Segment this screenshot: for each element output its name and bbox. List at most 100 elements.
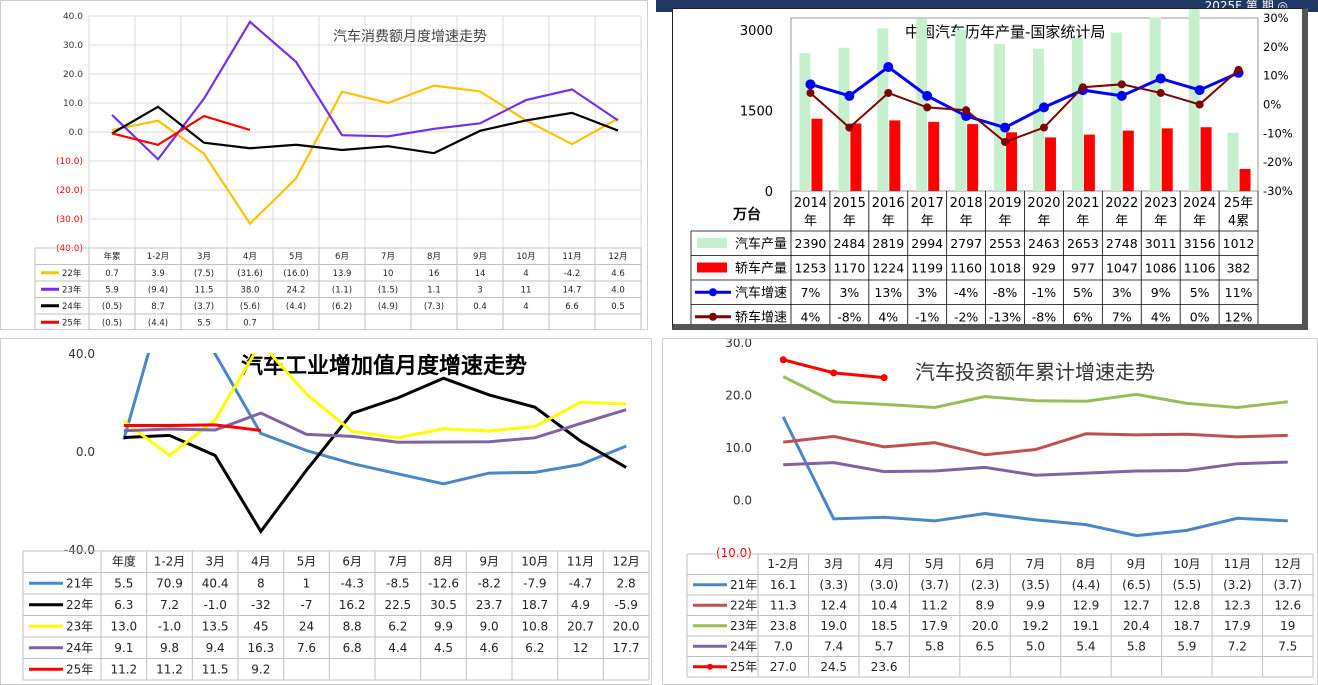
table-header-cell: 11月 xyxy=(1224,557,1251,571)
table-value-cell: 6.8 xyxy=(343,641,362,655)
table-value-cell: 1018 xyxy=(989,261,1021,276)
y-right-tick-label: -30% xyxy=(1263,184,1293,198)
series-point-25年 xyxy=(830,369,838,377)
table-value-cell: 9.9 xyxy=(434,620,453,634)
table-value-cell: 11 xyxy=(521,286,532,296)
table-value-cell: 38.0 xyxy=(241,286,260,296)
y-tick-label: 30.0 xyxy=(63,41,83,51)
table-value-cell: 18.7 xyxy=(1174,619,1201,633)
table-header-cell: 11月 xyxy=(567,555,594,569)
table-value-cell: 1253 xyxy=(795,261,827,276)
table-header-cell: 9月 xyxy=(479,555,499,569)
table-value-cell: -32 xyxy=(251,598,271,612)
table-value-cell: (6.5) xyxy=(1122,578,1150,592)
series-point-轿车增速 xyxy=(845,123,854,132)
table-value-cell: (5.5) xyxy=(1173,578,1201,592)
legend-label-22年: 22年 xyxy=(730,598,757,612)
table-value-cell: 7.5 xyxy=(1278,639,1297,653)
table-value-cell: 9.0 xyxy=(480,620,499,634)
series-point-汽车增速 xyxy=(1038,102,1049,113)
table-value-cell: 9.1 xyxy=(114,641,133,655)
legend-label-汽车增速: 汽车增速 xyxy=(735,285,787,301)
y-right-tick-label: -10% xyxy=(1263,126,1293,140)
legend-label-24年: 24年 xyxy=(66,641,93,655)
series-point-汽车增速 xyxy=(1155,73,1166,84)
category-label-line2: 年 xyxy=(1193,214,1206,229)
series-line-24年 xyxy=(111,105,619,155)
y-tick-label: 20.0 xyxy=(725,389,752,403)
table-value-cell: 2553 xyxy=(989,236,1021,251)
table-header-cell: 4月 xyxy=(243,252,257,262)
bar-汽车产量 xyxy=(994,43,1006,191)
table-value-cell: 13.0 xyxy=(110,620,137,634)
table-value-cell: 5.4 xyxy=(1076,639,1095,653)
table-value-cell: 18.5 xyxy=(871,619,898,633)
table-value-cell: 4% xyxy=(878,310,898,325)
table-value-cell: 4.0 xyxy=(611,286,625,296)
table-value-cell: -4% xyxy=(954,285,978,300)
table-value-cell: 1224 xyxy=(872,261,904,276)
legend-label-23年: 23年 xyxy=(66,620,93,634)
table-value-cell: 40.4 xyxy=(202,577,229,591)
table-value-cell: 10.4 xyxy=(871,598,898,612)
legend-marker-轿车增速 xyxy=(709,312,717,321)
table-value-cell: (1.5) xyxy=(378,286,398,296)
table-header-cell: 3月 xyxy=(197,252,211,262)
series-line-22年 xyxy=(123,376,627,535)
table-header-cell: 9月 xyxy=(473,252,487,262)
table-value-cell: 16.1 xyxy=(770,578,797,592)
series-line-22年 xyxy=(783,432,1288,457)
table-value-cell: 5.9 xyxy=(105,286,119,296)
table-value-cell: 8.8 xyxy=(343,620,362,634)
table-header-cell: 12月 xyxy=(608,252,627,262)
table-header-cell: 4月 xyxy=(874,557,894,571)
table-value-cell: 0% xyxy=(1190,310,1210,325)
legend-label-25年: 25年 xyxy=(66,663,93,677)
table-value-cell: 23.6 xyxy=(871,660,898,674)
legend-label-轿车产量: 轿车产量 xyxy=(735,261,787,277)
series-point-轿车增速 xyxy=(962,106,971,115)
table-value-cell: 8.9 xyxy=(975,598,994,612)
category-label-line1: 2014 xyxy=(794,196,827,211)
table-value-cell: (3.7) xyxy=(194,302,214,312)
table-value-cell: 11.5 xyxy=(202,663,229,677)
table-value-cell: 24 xyxy=(299,620,314,634)
table-value-cell: -7 xyxy=(301,598,313,612)
table-value-cell: (5.6) xyxy=(240,302,260,312)
table-value-cell: -1.0 xyxy=(203,598,226,612)
table-value-cell: 14.7 xyxy=(563,286,582,296)
table-header-cell: 7月 xyxy=(1026,557,1046,571)
series-point-汽车增速 xyxy=(1116,90,1127,101)
table-value-cell: -8.2 xyxy=(477,577,500,591)
series-point-轿车增速 xyxy=(1117,80,1126,89)
table-value-cell: (4.9) xyxy=(378,302,398,312)
table-value-cell: 5.8 xyxy=(1127,639,1146,653)
table-value-cell: -4.2 xyxy=(564,269,581,279)
legend-label-24年: 24年 xyxy=(730,639,757,653)
bar-轿车产量 xyxy=(1200,127,1212,191)
bar-汽车产量 xyxy=(799,53,811,191)
y-tick-label: 0.0 xyxy=(69,128,84,138)
series-line-25年 xyxy=(111,114,251,146)
table-value-cell: 45 xyxy=(253,620,268,634)
legend-marker-25年 xyxy=(707,663,713,670)
table-header-cell: 8月 xyxy=(434,555,454,569)
series-point-汽车增速 xyxy=(922,90,933,101)
category-label-line1: 2020 xyxy=(1027,196,1060,211)
series-line-21年 xyxy=(122,353,627,486)
table-value-cell: 1106 xyxy=(1184,261,1216,276)
table-value-cell: 5.5 xyxy=(114,577,133,591)
table-value-cell: 0.5 xyxy=(611,302,625,312)
bar-汽车产量 xyxy=(877,28,889,191)
table-value-cell: -8% xyxy=(993,285,1017,300)
table-value-cell: 18.7 xyxy=(521,598,548,612)
table-header-cell: 8月 xyxy=(1076,557,1096,571)
y-tick-label: 40.0 xyxy=(63,12,83,22)
table-value-cell: 19.1 xyxy=(1073,619,1100,633)
category-label-line1: 2022 xyxy=(1105,196,1138,211)
table-value-cell: 4.4 xyxy=(388,641,407,655)
table-value-cell: 12% xyxy=(1225,310,1253,325)
table-header-cell: 11月 xyxy=(562,252,581,262)
y-right-tick-label: -20% xyxy=(1263,155,1293,169)
table-value-cell: 27.0 xyxy=(770,660,797,674)
